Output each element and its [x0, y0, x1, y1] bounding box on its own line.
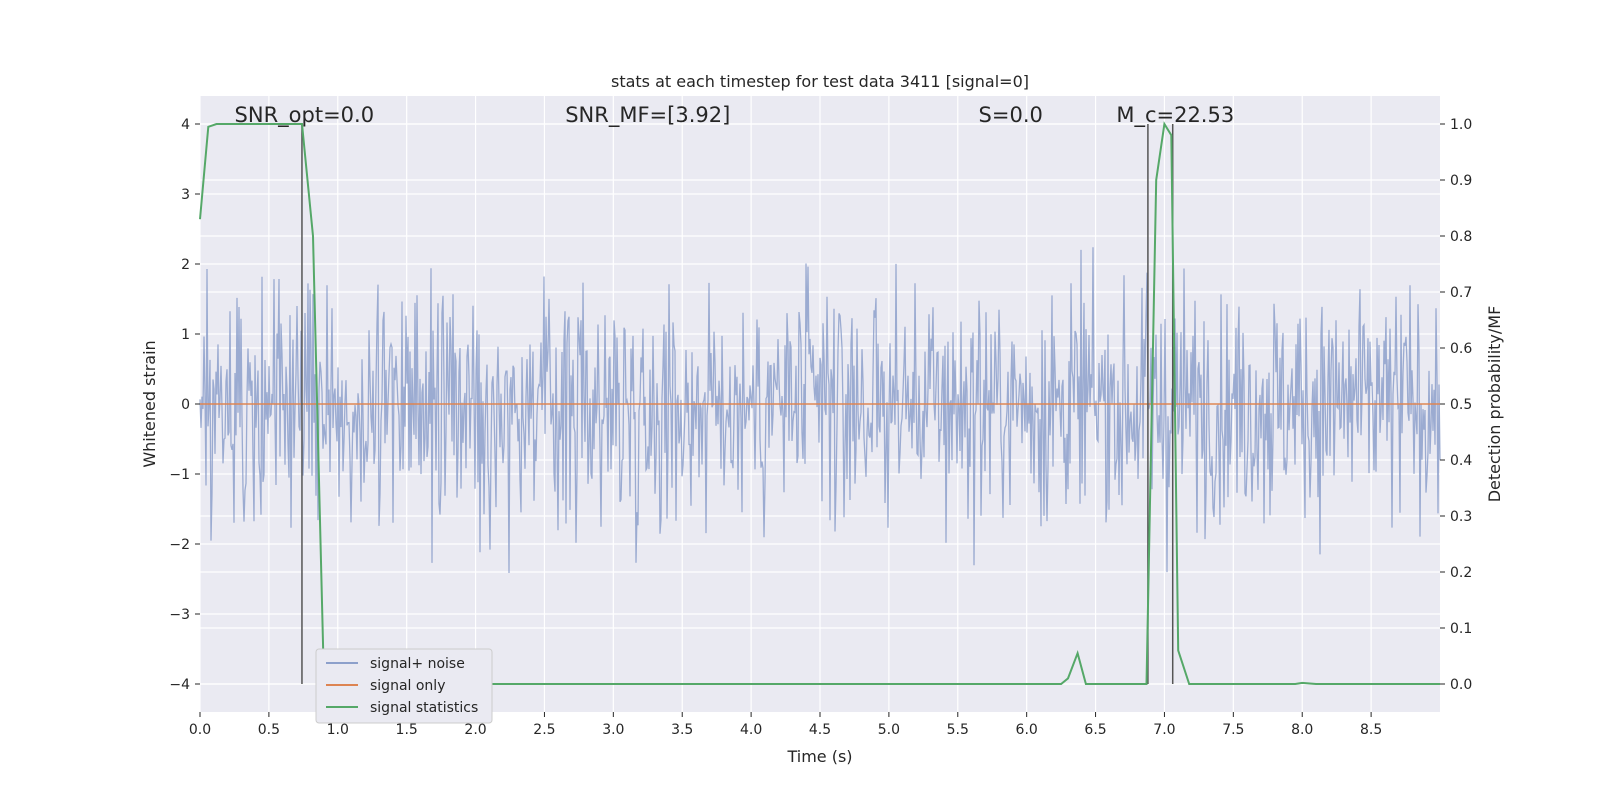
y-tick-label-right: 0.8	[1450, 229, 1472, 245]
signal-statistics-line	[199, 121, 1440, 685]
y-tick-label-right: 0.0	[1450, 677, 1472, 693]
x-axis-label: Time (s)	[786, 747, 852, 766]
annotations: SNR_opt=0.0 SNR_MF=[3.92] S=0.0 M_c=22.53	[235, 103, 1235, 128]
y-tick-label: −3	[169, 607, 190, 623]
y-tick-label-right: 0.1	[1450, 621, 1472, 637]
series-signal-noise	[199, 247, 1441, 574]
x-tick-label: 7.5	[1222, 722, 1244, 738]
series-signal-statistics	[199, 121, 1440, 685]
y-tick-label-right: 0.7	[1450, 285, 1472, 301]
legend-label: signal only	[370, 678, 445, 694]
y-tick-label: −4	[169, 677, 190, 693]
x-tick-label: 7.0	[1153, 722, 1175, 738]
y-tick-label: 1	[181, 327, 190, 343]
y-tick-label-right: 0.9	[1450, 173, 1472, 189]
chart-title: stats at each timestep for test data 341…	[611, 72, 1029, 91]
x-tick-label: 4.5	[809, 722, 831, 738]
legend-box	[315, 648, 493, 724]
y-axis-label-right: Detection probability/MF	[1485, 306, 1504, 503]
y-tick-label: 0	[181, 397, 190, 413]
x-tick-label: 5.0	[878, 722, 900, 738]
x-tick-label: 6.0	[1016, 722, 1038, 738]
x-tick-label: 8.0	[1291, 722, 1313, 738]
x-tick-label: 3.5	[671, 722, 693, 738]
legend-label: signal+ noise	[370, 656, 465, 672]
y-tick-label: −2	[169, 537, 190, 553]
axis-ticks: 0.0 0.5 1.0 1.5 2.0 2.5 3.0 3.5 4.0 4.5 5.0 5.5 6.0 6…	[169, 117, 1472, 738]
noise-line	[199, 247, 1441, 574]
x-tick-label: 4.0	[740, 722, 762, 738]
y-tick-label: −1	[169, 467, 190, 483]
y-tick-label: 4	[181, 117, 190, 133]
y-tick-label-right: 0.6	[1450, 341, 1472, 357]
y-tick-label-right: 0.4	[1450, 453, 1472, 469]
x-tick-label: 1.5	[396, 722, 418, 738]
y-tick-label-right: 0.5	[1450, 397, 1472, 413]
legend-label: signal statistics	[370, 700, 478, 716]
x-tick-label: 1.0	[327, 722, 349, 738]
y-tick-label-right: 0.2	[1450, 565, 1472, 581]
x-tick-label: 6.5	[1084, 722, 1106, 738]
x-tick-label: 2.0	[464, 722, 486, 738]
y-axis-label: Whitened strain	[140, 340, 159, 467]
annotation-3: M_c=22.53	[1116, 103, 1234, 128]
x-tick-label: 2.5	[533, 722, 555, 738]
y-tick-label: 3	[181, 187, 190, 203]
y-tick-label-right: 1.0	[1450, 117, 1472, 133]
y-tick-label-right: 0.3	[1450, 509, 1472, 525]
x-tick-label: 0.0	[189, 722, 211, 738]
y-tick-label: 2	[181, 257, 190, 273]
x-tick-label: 3.0	[602, 722, 624, 738]
x-tick-label: 5.5	[947, 722, 969, 738]
annotation-1: SNR_MF=[3.92]	[565, 103, 730, 128]
x-tick-label: 8.5	[1360, 722, 1382, 738]
annotation-2: S=0.0	[979, 103, 1043, 127]
annotation-0: SNR_opt=0.0	[235, 103, 375, 128]
x-tick-label: 0.5	[258, 722, 280, 738]
legend: signal+ noise signal only signal statistic…	[315, 648, 493, 724]
